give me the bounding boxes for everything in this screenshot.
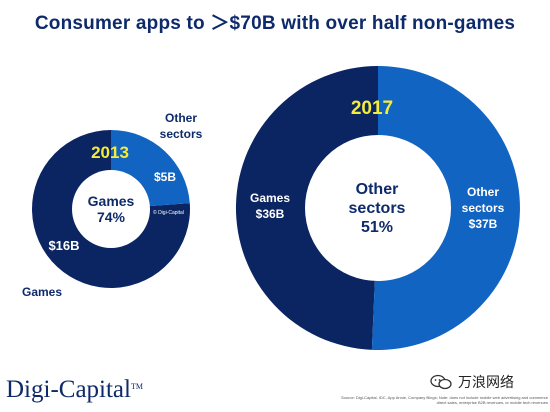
chart-title: Consumer apps to ＞$70B with over half no… bbox=[34, 13, 516, 34]
chat-bubble-icon bbox=[430, 374, 452, 390]
center-label-2017-line2: sectors bbox=[349, 200, 406, 217]
inner-label-2017-other-line1: Other bbox=[467, 185, 499, 199]
digi-capital-logo: Digi-CapitalTM bbox=[6, 376, 143, 404]
source-note: Source: Digi-Capital, IDC, App Annie, Co… bbox=[341, 395, 548, 405]
outside-label-2013-other-line2: sectors bbox=[160, 127, 203, 141]
donut-2017-hole bbox=[305, 135, 451, 281]
year-label-2013: 2013 bbox=[91, 143, 129, 162]
center-label-2017-line1: Other bbox=[356, 181, 399, 198]
value-label-2017-games: $36B bbox=[256, 207, 285, 221]
watermark: 万浪网络 bbox=[430, 372, 514, 392]
donut-2013-hole bbox=[72, 170, 150, 248]
outside-label-2013-other-line1: Other bbox=[165, 111, 197, 125]
inner-label-2017-other-line2: sectors bbox=[462, 201, 505, 215]
logo-tm: TM bbox=[130, 382, 143, 391]
center-label-2013-line1: Games bbox=[88, 193, 135, 209]
center-label-2017-line3: 51% bbox=[361, 219, 393, 236]
outside-label-2013-games: Games bbox=[22, 285, 62, 299]
center-label-2013-line2: 74% bbox=[97, 209, 126, 225]
inner-label-2017-games: Games bbox=[250, 191, 290, 205]
value-label-2013-games: $16B bbox=[48, 238, 79, 253]
donut-2013: 2013 Games 74% $5B $16B © Digi-Capital O… bbox=[22, 111, 203, 299]
logo-text: Digi-Capital bbox=[6, 376, 131, 403]
value-label-2017-other: $37B bbox=[469, 217, 498, 231]
year-label-2017: 2017 bbox=[351, 98, 393, 119]
value-label-2013-other: $5B bbox=[154, 170, 176, 184]
watermark-text: 万浪网络 bbox=[458, 375, 514, 391]
inner-note-2013: © Digi-Capital bbox=[153, 209, 184, 216]
donut-2017: 2017 Other sectors 51% Games $36B Other … bbox=[235, 65, 520, 350]
